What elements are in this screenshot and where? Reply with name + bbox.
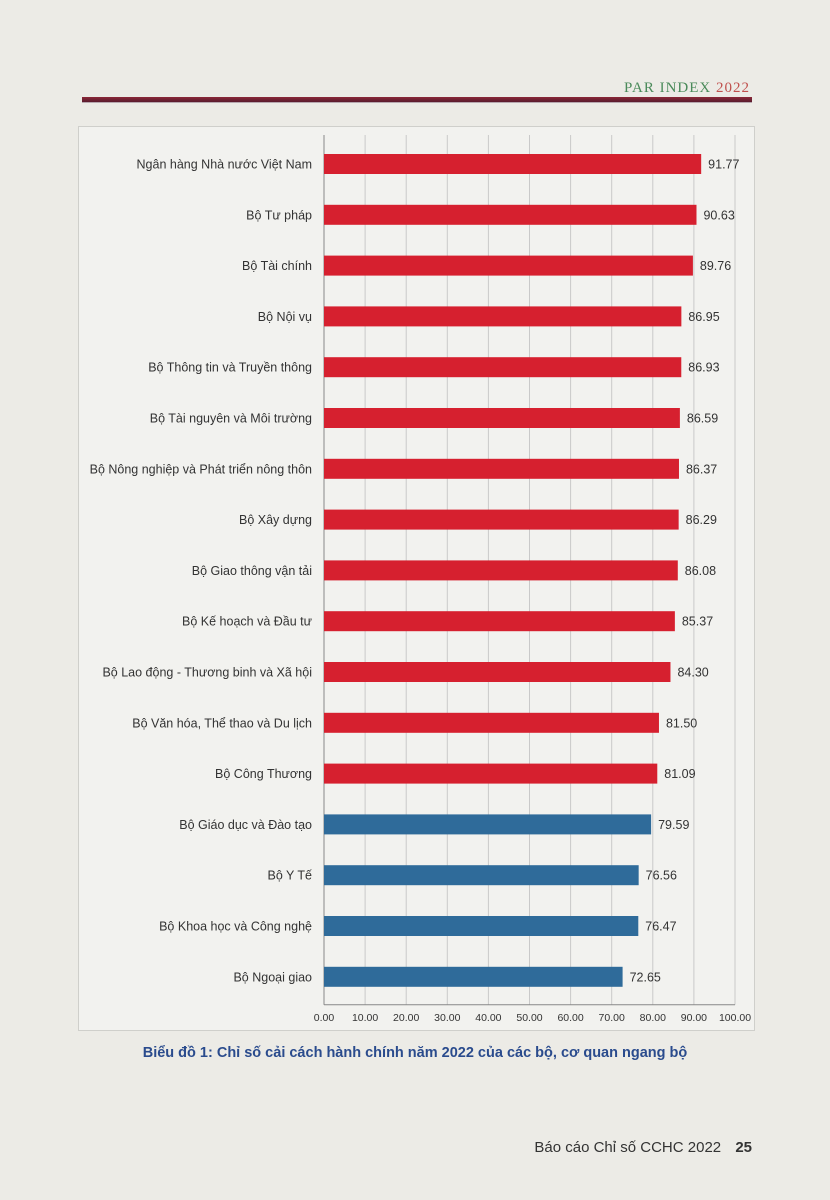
bar: [324, 763, 658, 784]
category-label: Bộ Nội vụ: [258, 310, 312, 324]
bar: [324, 865, 639, 886]
category-label: Bộ Giáo dục và Đào tạo: [179, 818, 312, 832]
x-tick-label: 50.00: [516, 1012, 542, 1024]
bar: [324, 458, 679, 479]
category-label: Bộ Xây dựng: [239, 513, 312, 527]
category-label: Bộ Ngoại giao: [233, 970, 312, 984]
x-tick-label: 100.00: [719, 1012, 751, 1024]
brand-year: 2022: [716, 80, 750, 96]
bar: [324, 916, 639, 936]
category-label: Bộ Tài nguyên và Môi trường: [150, 412, 312, 426]
chart-caption: Biểu đồ 1: Chỉ số cải cách hành chính nă…: [142, 1045, 688, 1061]
x-tick-label: 80.00: [640, 1012, 666, 1024]
bar: [324, 204, 697, 225]
value-label: 76.56: [646, 869, 677, 883]
x-tick-label: 60.00: [557, 1012, 583, 1024]
bar: [324, 306, 682, 327]
bar: [324, 560, 678, 581]
category-label: Bộ Y Tế: [268, 869, 313, 883]
x-tick-label: 70.00: [599, 1012, 625, 1024]
category-label: Bộ Tư pháp: [246, 208, 312, 222]
bar: [324, 662, 671, 682]
bar: [324, 255, 693, 276]
footer-report-title: Báo cáo Chỉ số CCHC 2022: [534, 1139, 722, 1156]
value-label: 72.65: [630, 970, 661, 984]
value-label: 91.77: [708, 158, 739, 172]
category-label: Bộ Giao thông vận tải: [192, 564, 312, 578]
category-label: Ngân hàng Nhà nước Việt Nam: [137, 158, 312, 172]
value-label: 84.30: [677, 666, 708, 680]
value-label: 81.50: [666, 716, 697, 730]
bar: [324, 814, 652, 835]
category-label: Bộ Công Thương: [215, 767, 312, 781]
bar: [324, 712, 659, 733]
value-label: 90.63: [703, 208, 734, 222]
x-tick-label: 40.00: [475, 1012, 501, 1024]
value-label: 79.59: [658, 818, 689, 832]
category-label: Bộ Nông nghiệp và Phát triển nông thôn: [90, 462, 312, 476]
bar: [324, 611, 675, 632]
category-label: Bộ Thông tin và Truyền thông: [148, 361, 312, 375]
x-tick-label: 0.00: [314, 1012, 335, 1024]
value-label: 86.08: [685, 564, 716, 578]
category-label: Bộ Văn hóa, Thể thao và Du lịch: [132, 716, 312, 730]
x-tick-label: 20.00: [393, 1012, 419, 1024]
brand-text: PAR INDEX: [624, 80, 712, 96]
bar: [324, 509, 679, 530]
category-label: Bộ Kế hoạch và Đầu tư: [182, 615, 312, 629]
value-label: 76.47: [645, 920, 676, 934]
page-number: 25: [735, 1139, 752, 1156]
bar: [324, 408, 680, 428]
page-footer: Báo cáo Chỉ số CCHC 2022 25: [534, 1139, 752, 1156]
value-label: 86.29: [686, 513, 717, 527]
category-label: Bộ Tài chính: [242, 259, 312, 273]
category-label: Bộ Khoa học và Công nghệ: [159, 920, 312, 934]
bar-chart: 0.00 10.00 20.00 30.00 40.00 50.00 60.00 70.00 8…: [90, 135, 751, 1024]
value-label: 89.76: [700, 259, 731, 273]
x-tick-label: 90.00: [681, 1012, 707, 1024]
bar: [324, 966, 623, 987]
bar: [324, 357, 682, 378]
x-tick-label: 10.00: [352, 1012, 378, 1024]
value-label: 86.37: [686, 462, 717, 476]
value-label: 85.37: [682, 615, 713, 629]
x-tick-label: 30.00: [434, 1012, 460, 1024]
category-label: Bộ Lao động - Thương binh và Xã hội: [102, 666, 312, 680]
header-rule: [82, 97, 752, 103]
value-label: 86.59: [687, 412, 718, 426]
header-brand: PAR INDEX 2022: [624, 80, 750, 97]
bar: [324, 154, 702, 174]
value-label: 86.95: [688, 310, 719, 324]
value-label: 86.93: [688, 361, 719, 375]
chart-frame: 0.00 10.00 20.00 30.00 40.00 50.00 60.00 70.00 8…: [78, 126, 755, 1031]
value-label: 81.09: [664, 767, 695, 781]
